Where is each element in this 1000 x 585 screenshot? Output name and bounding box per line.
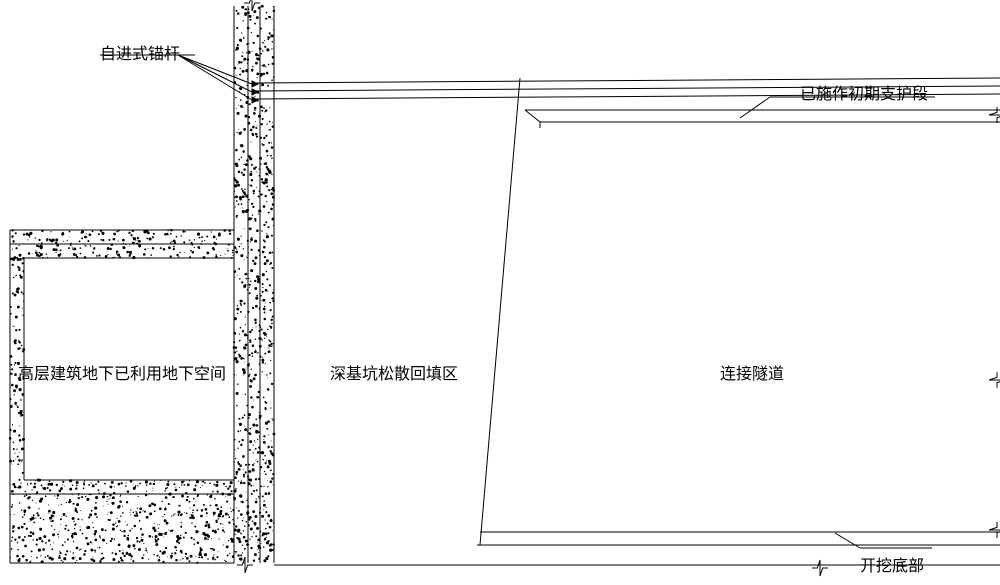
label-underground-space: 高层建筑地下已利用地下空间 xyxy=(18,360,226,384)
label-anchor-rod: 自进式锚杆 xyxy=(100,40,180,64)
label-initial-support: 已施作初期支护段 xyxy=(800,80,928,104)
label-backfill-zone: 深基坑松散回填区 xyxy=(330,360,458,384)
label-tunnel: 连接隧道 xyxy=(720,360,784,384)
diagram-canvas: 自进式锚杆 已施作初期支护段 高层建筑地下已利用地下空间 深基坑松散回填区 连接… xyxy=(0,0,1000,580)
label-excavation-bottom: 开挖底部 xyxy=(860,552,924,576)
